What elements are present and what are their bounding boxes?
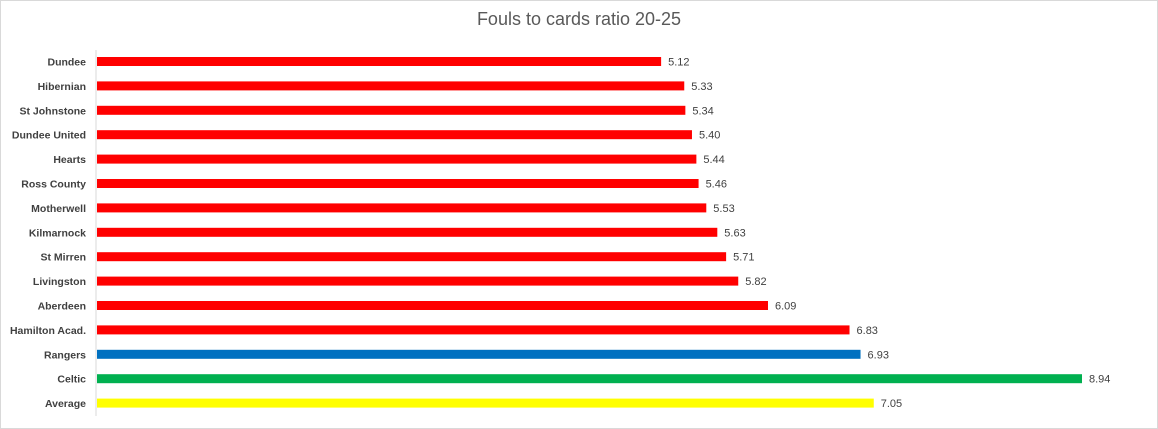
bar <box>97 130 692 140</box>
data-label: 5.12 <box>668 57 689 69</box>
data-label: 5.82 <box>745 276 766 288</box>
data-label: 5.63 <box>724 227 745 239</box>
data-label: 5.34 <box>692 105 713 117</box>
bar <box>97 179 699 188</box>
bar <box>97 81 685 91</box>
category-label: Rangers <box>44 349 86 361</box>
bar <box>97 203 707 213</box>
bar <box>97 154 697 164</box>
category-label: Celtic <box>57 374 86 386</box>
data-label: 5.53 <box>713 203 734 215</box>
bar <box>97 57 662 66</box>
bar <box>97 398 874 408</box>
category-label: Aberdeen <box>38 301 86 313</box>
category-label: Hamilton Acad. <box>10 325 86 337</box>
data-label: 7.05 <box>881 398 902 410</box>
category-label: Average <box>45 398 86 410</box>
category-label: Hibernian <box>38 81 86 93</box>
bar <box>97 349 861 359</box>
category-label: Livingston <box>33 276 86 288</box>
bar <box>97 276 739 286</box>
bar <box>97 301 768 310</box>
bar <box>97 374 1082 384</box>
category-label: Hearts <box>53 154 86 166</box>
category-label: Dundee United <box>12 130 86 142</box>
data-label: 8.94 <box>1089 374 1110 386</box>
bar <box>97 252 727 262</box>
bar <box>97 325 850 335</box>
bar <box>97 227 718 237</box>
category-label: Ross County <box>21 179 86 191</box>
data-label: 6.83 <box>857 325 878 337</box>
data-label: 6.09 <box>775 301 796 313</box>
data-label: 5.71 <box>733 252 754 264</box>
category-label: Motherwell <box>31 203 86 215</box>
data-label: 5.44 <box>703 154 724 166</box>
data-label: 5.40 <box>699 130 720 142</box>
category-label: Kilmarnock <box>29 227 86 239</box>
category-label: Dundee <box>47 57 86 69</box>
data-label: 5.33 <box>691 81 712 93</box>
category-label: St Johnstone <box>19 105 86 117</box>
data-label: 6.93 <box>868 349 889 361</box>
bar <box>97 105 686 115</box>
chart-title: Fouls to cards ratio 20-25 <box>476 9 682 29</box>
category-label: St Mirren <box>40 252 86 264</box>
data-label: 5.46 <box>706 179 727 191</box>
